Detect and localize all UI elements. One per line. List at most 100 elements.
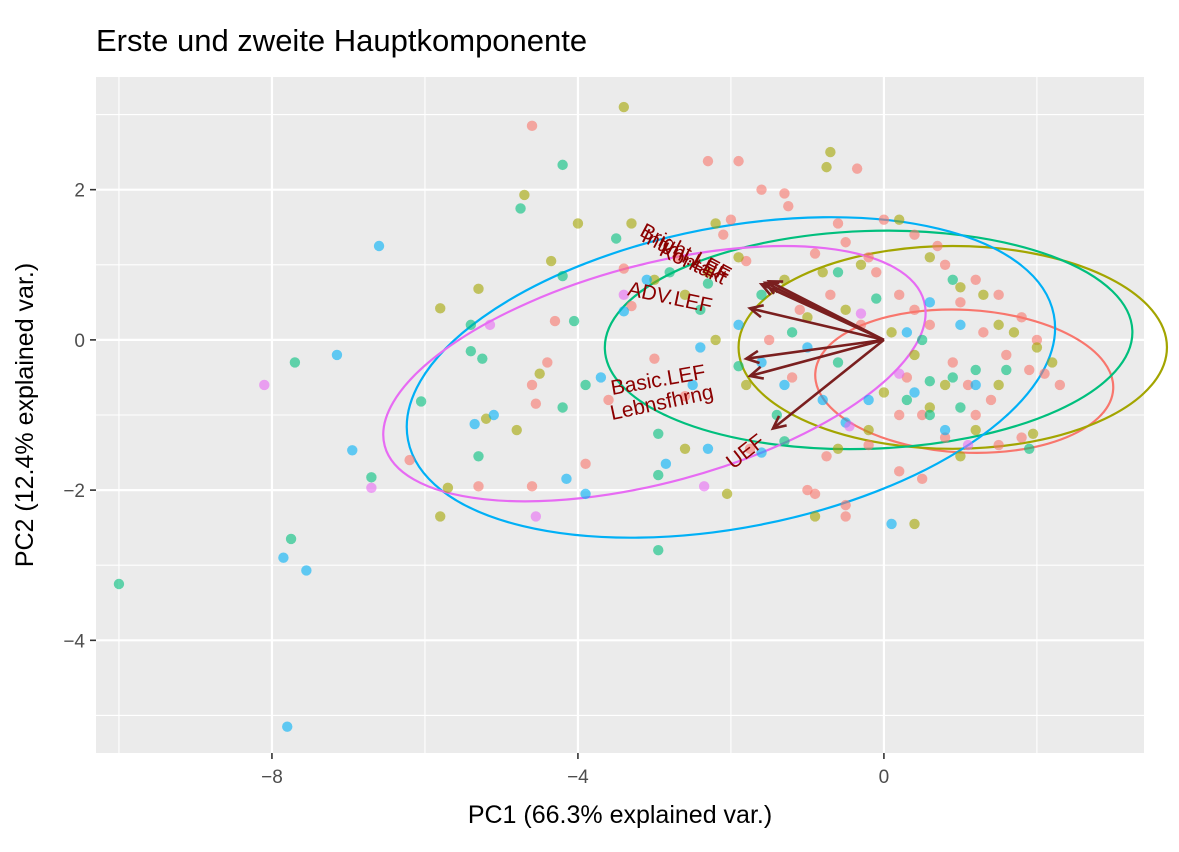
x-axis-ticks: −8 −4 0: [261, 753, 889, 788]
x-tick-label: −8: [261, 767, 283, 788]
data-point: [1001, 364, 1012, 376]
data-point: [894, 214, 905, 225]
data-point: [511, 424, 522, 436]
data-point: [909, 229, 920, 240]
data-point: [545, 255, 557, 267]
data-point: [331, 349, 343, 361]
data-point: [939, 432, 951, 443]
data-point: [603, 394, 614, 406]
data-point: [802, 484, 813, 496]
data-point: [526, 120, 538, 132]
data-point: [1031, 334, 1043, 346]
data-point: [542, 357, 553, 368]
data-point: [786, 327, 798, 338]
y-tick-label: −4: [63, 631, 85, 652]
data-point: [721, 488, 733, 500]
loading-arrow: [758, 282, 885, 342]
data-point: [786, 372, 798, 383]
data-point: [909, 349, 920, 361]
y-tick-label: 2: [74, 181, 85, 202]
data-point: [909, 387, 920, 398]
data-point: [347, 445, 358, 456]
data-point: [702, 155, 714, 167]
data-point: [618, 101, 630, 113]
data-point: [626, 218, 637, 229]
data-point: [779, 274, 790, 285]
data-point: [549, 315, 561, 327]
data-point: [484, 319, 496, 331]
data-point: [844, 421, 855, 432]
data-point: [916, 334, 928, 346]
data-point: [756, 289, 767, 301]
data-point: [519, 189, 530, 201]
data-point: [924, 297, 936, 308]
data-point: [741, 379, 752, 391]
data-point: [515, 203, 526, 214]
data-point: [285, 533, 297, 545]
data-point: [978, 289, 989, 301]
data-point: [557, 402, 568, 413]
data-point: [756, 447, 767, 458]
data-point: [477, 353, 488, 364]
data-point: [561, 473, 572, 485]
data-point: [618, 306, 630, 317]
data-point: [955, 319, 966, 331]
data-point: [702, 278, 714, 289]
data-point: [863, 394, 874, 406]
grid-lines: [96, 77, 1144, 753]
data-point: [595, 372, 607, 383]
data-point: [855, 308, 867, 319]
data-point: [817, 267, 828, 278]
data-point: [710, 218, 721, 229]
data-point: [924, 409, 936, 421]
data-point: [840, 499, 851, 511]
data-point: [373, 240, 385, 252]
y-axis-ticks: −4 −2 0 2: [63, 181, 96, 652]
data-point: [526, 379, 538, 391]
data-point: [978, 327, 989, 338]
data-point: [695, 342, 706, 353]
data-point: [679, 443, 691, 454]
data-point: [664, 267, 675, 278]
data-point: [821, 161, 832, 173]
loading-arrow: [747, 304, 885, 342]
data-point: [832, 357, 844, 368]
data-point: [610, 233, 622, 244]
data-point: [939, 259, 951, 270]
data-point: [993, 319, 1004, 331]
data-point: [825, 146, 836, 158]
data-point: [840, 304, 851, 316]
data-point: [955, 451, 966, 462]
data-point: [817, 394, 828, 406]
data-point: [924, 376, 936, 387]
data-point: [649, 353, 660, 364]
data-point: [366, 472, 377, 483]
data-point: [840, 237, 851, 248]
data-point: [278, 552, 289, 563]
data-point: [679, 391, 691, 402]
data-point: [779, 379, 790, 391]
data-point: [886, 518, 897, 530]
data-point: [756, 357, 767, 368]
chart-title: Erste und zweite Hauptkomponente: [96, 23, 587, 58]
data-point: [1031, 342, 1043, 353]
data-point: [733, 360, 744, 372]
data-point: [955, 297, 966, 308]
data-point: [618, 263, 630, 274]
data-point: [442, 482, 454, 494]
data-point: [821, 451, 832, 462]
data-point: [970, 379, 981, 391]
data-point: [962, 439, 974, 451]
data-point: [832, 267, 844, 278]
data-point: [660, 458, 672, 470]
data-point: [473, 283, 484, 295]
data-point: [932, 240, 943, 252]
data-point: [289, 357, 301, 368]
data-point: [733, 319, 744, 331]
data-point: [435, 511, 446, 522]
data-point: [970, 364, 981, 376]
y-tick-label: −2: [63, 481, 85, 502]
data-point: [855, 259, 867, 270]
